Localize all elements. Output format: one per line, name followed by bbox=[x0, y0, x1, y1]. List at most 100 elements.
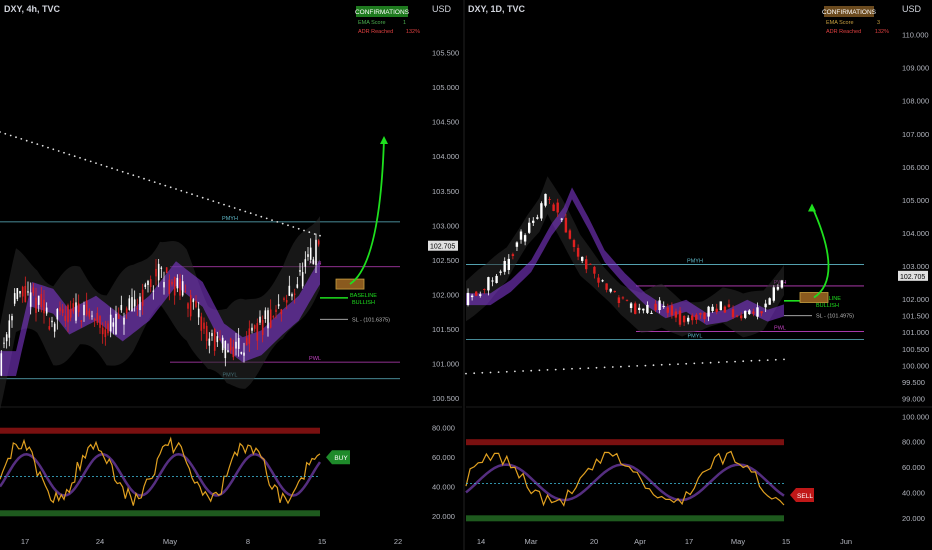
candle-body bbox=[312, 259, 315, 265]
candle-body bbox=[780, 280, 784, 288]
osc-tick-label: 20.000 bbox=[432, 512, 455, 521]
long-ma-dot bbox=[603, 366, 606, 369]
candle-body bbox=[200, 316, 203, 331]
right-confirmations-title: CONFIRMATIONS bbox=[822, 9, 877, 16]
left-oscillator-plot[interactable]: BUY bbox=[0, 427, 350, 517]
candle-body bbox=[40, 293, 43, 308]
long-ma-dot bbox=[180, 189, 183, 192]
candle-body bbox=[511, 254, 515, 256]
long-ma-dot bbox=[36, 143, 39, 146]
candle-body bbox=[601, 280, 604, 282]
left-chart-panel[interactable]: DXY, 4h, TVC USD CONFIRMATIONS EMA Score… bbox=[0, 0, 462, 550]
long-ma-dot bbox=[644, 364, 647, 367]
left-time-axis[interactable]: 17 24 May 8 15 22 bbox=[21, 537, 402, 546]
left-price-axis[interactable]: 105.500 105.000 104.500 104.000 103.500 103.0… bbox=[432, 49, 459, 404]
right-price-plot[interactable]: PMYHPWHBASELINEBULLISHSL - (101.4975)PWL… bbox=[465, 176, 932, 408]
candle-body bbox=[307, 254, 309, 257]
time-tick-label: May bbox=[163, 537, 177, 546]
price-tick-label: 102.000 bbox=[902, 295, 929, 304]
candle-body bbox=[91, 315, 93, 317]
candle-body bbox=[466, 292, 470, 305]
long-ma-dot bbox=[319, 234, 321, 237]
right-price-axis[interactable]: 110.000 109.000 108.000 107.000 106.000 105.0… bbox=[902, 31, 929, 404]
candle-body bbox=[197, 308, 200, 318]
last-price-tag bbox=[898, 270, 928, 281]
candle-body bbox=[235, 341, 237, 349]
long-ma-dot bbox=[562, 368, 565, 371]
candle-body bbox=[245, 337, 248, 346]
candle-body bbox=[536, 217, 539, 219]
candle-body bbox=[144, 284, 147, 287]
candle-body bbox=[32, 287, 35, 294]
candle-body bbox=[487, 277, 490, 291]
level-label: PWL bbox=[309, 356, 321, 362]
price-tick-label: 110.000 bbox=[902, 31, 929, 40]
candle-body bbox=[165, 267, 168, 274]
left-price-plot[interactable]: PMYHPWHBASELINEBULLISHSL - (101.6375)PWL… bbox=[0, 131, 462, 410]
candle-body bbox=[568, 230, 572, 239]
long-ma-dot bbox=[143, 177, 145, 180]
long-ma-dot bbox=[489, 371, 492, 374]
target-arrow-head bbox=[808, 203, 816, 212]
candle-body bbox=[13, 293, 16, 304]
candle-body bbox=[187, 303, 189, 309]
candle-body bbox=[304, 259, 307, 267]
time-tick-label: 15 bbox=[782, 537, 790, 546]
right-currency-label: USD bbox=[902, 4, 922, 14]
candle-body bbox=[264, 310, 267, 319]
right-time-axis[interactable]: 14 Mar 20 Apr 17 May 15 Jun bbox=[477, 537, 852, 546]
candle-body bbox=[597, 277, 600, 283]
price-tick-label: 101.000 bbox=[902, 328, 929, 337]
osc-oversold-band bbox=[0, 510, 320, 517]
signal-label: BUY bbox=[334, 455, 348, 462]
long-ma-dot bbox=[52, 148, 55, 151]
time-tick-label: 14 bbox=[477, 537, 485, 546]
candle-body bbox=[173, 276, 176, 296]
candle-body bbox=[83, 304, 85, 316]
right-chart-panel[interactable]: DXY, 1D, TVC USD CONFIRMATIONS EMA Score… bbox=[463, 0, 932, 550]
candle-body bbox=[37, 295, 40, 305]
candle-body bbox=[59, 307, 61, 312]
candle-body bbox=[195, 301, 197, 308]
candle-body bbox=[740, 315, 743, 319]
long-ma-dot bbox=[25, 139, 28, 142]
long-ma-dot bbox=[148, 179, 151, 182]
candle-body bbox=[139, 296, 141, 311]
candle-body bbox=[240, 351, 243, 354]
candle-body bbox=[634, 303, 637, 314]
candle-body bbox=[75, 302, 77, 321]
candle-body bbox=[261, 320, 264, 336]
long-ma-dot bbox=[554, 368, 557, 371]
long-ma-dot bbox=[636, 365, 639, 367]
candle-body bbox=[277, 304, 280, 307]
candle-body bbox=[176, 277, 179, 289]
volatility-band bbox=[0, 216, 320, 410]
right-chart-title: DXY, 1D, TVC bbox=[468, 4, 526, 14]
time-tick-label: 20 bbox=[590, 537, 598, 546]
candle-body bbox=[293, 293, 296, 295]
candle-body bbox=[576, 247, 580, 257]
candle-body bbox=[523, 235, 527, 242]
osc-tick-label: 60.000 bbox=[432, 453, 455, 462]
candle-body bbox=[503, 261, 506, 272]
candle-body bbox=[519, 231, 523, 240]
level-label: SL - (101.4975) bbox=[816, 314, 854, 320]
time-tick-label: 15 bbox=[318, 537, 326, 546]
long-ma-dot bbox=[530, 369, 533, 372]
candle-body bbox=[43, 299, 45, 314]
right-oscillator-plot[interactable]: SELL bbox=[465, 439, 814, 522]
candle-body bbox=[495, 275, 498, 283]
long-ma-dot bbox=[726, 361, 728, 363]
candle-body bbox=[609, 288, 612, 292]
level-label: BULLISH bbox=[816, 303, 839, 309]
candle-body bbox=[703, 312, 706, 320]
price-tick-label: 104.000 bbox=[432, 152, 459, 161]
price-tick-label: 107.000 bbox=[902, 130, 929, 139]
candle-body bbox=[479, 294, 482, 296]
left-confirmations-panel: CONFIRMATIONS EMA Score 1 ADR Reached 13… bbox=[355, 6, 420, 35]
candle-body bbox=[48, 326, 51, 330]
long-ma-dot bbox=[89, 160, 92, 163]
price-tick-label: 105.000 bbox=[432, 83, 459, 92]
left-chart-title: DXY, 4h, TVC bbox=[4, 4, 61, 14]
long-ma-dot bbox=[132, 174, 135, 177]
